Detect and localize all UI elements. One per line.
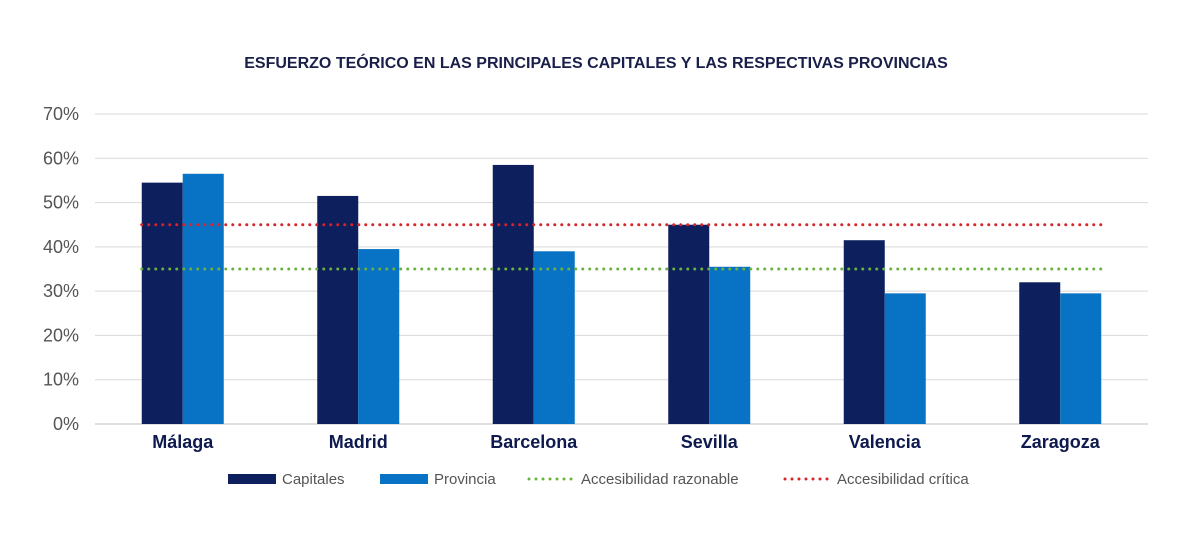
reference-lines xyxy=(140,223,1103,271)
bar-capitales-1 xyxy=(317,195,359,424)
bar-provincia-1 xyxy=(358,249,400,424)
bar-capitales-0 xyxy=(141,182,183,424)
y-tick-label: 30% xyxy=(43,281,79,301)
legend-label: Accesibilidad crítica xyxy=(837,471,969,488)
legend-label: Capitales xyxy=(282,471,345,488)
legend-swatch-provincia xyxy=(380,474,428,484)
y-tick-label: 40% xyxy=(43,237,79,257)
x-tick-label: Valencia xyxy=(849,432,922,452)
y-tick-label: 50% xyxy=(43,193,79,213)
y-tick-label: 20% xyxy=(43,325,79,345)
y-tick-label: 10% xyxy=(43,370,79,390)
bar-provincia-3 xyxy=(709,266,751,424)
bars xyxy=(141,164,1102,424)
legend: Capitales Provincia Accesibilidad razonabl… xyxy=(228,471,969,488)
y-tick-label: 70% xyxy=(43,104,79,124)
bar-capitales-5 xyxy=(1019,282,1061,424)
y-tick-label: 0% xyxy=(53,414,79,434)
gridlines xyxy=(95,113,1148,425)
x-tick-label: Málaga xyxy=(152,432,214,452)
y-axis-ticks: 0% 10% 20% 30% 40% 50% 60% 70% xyxy=(43,104,79,434)
bar-provincia-2 xyxy=(533,251,575,424)
legend-label: Accesibilidad razonable xyxy=(581,471,739,488)
bar-capitales-3 xyxy=(668,224,710,424)
bar-provincia-4 xyxy=(884,293,926,424)
legend-swatch-capitales xyxy=(228,474,276,484)
bar-provincia-5 xyxy=(1060,293,1102,424)
bar-provincia-0 xyxy=(182,173,224,424)
x-tick-label: Zaragoza xyxy=(1021,432,1101,452)
x-tick-label: Barcelona xyxy=(490,432,578,452)
chart-title: ESFUERZO TEÓRICO EN LAS PRINCIPALES CAPI… xyxy=(244,53,948,72)
bar-capitales-2 xyxy=(492,164,534,424)
x-tick-label: Sevilla xyxy=(681,432,739,452)
legend-label: Provincia xyxy=(434,471,496,488)
y-tick-label: 60% xyxy=(43,148,79,168)
x-tick-label: Madrid xyxy=(329,432,388,452)
bar-capitales-4 xyxy=(843,240,885,424)
x-axis-ticks: Málaga Madrid Barcelona Sevilla Valencia Zara… xyxy=(152,432,1101,452)
